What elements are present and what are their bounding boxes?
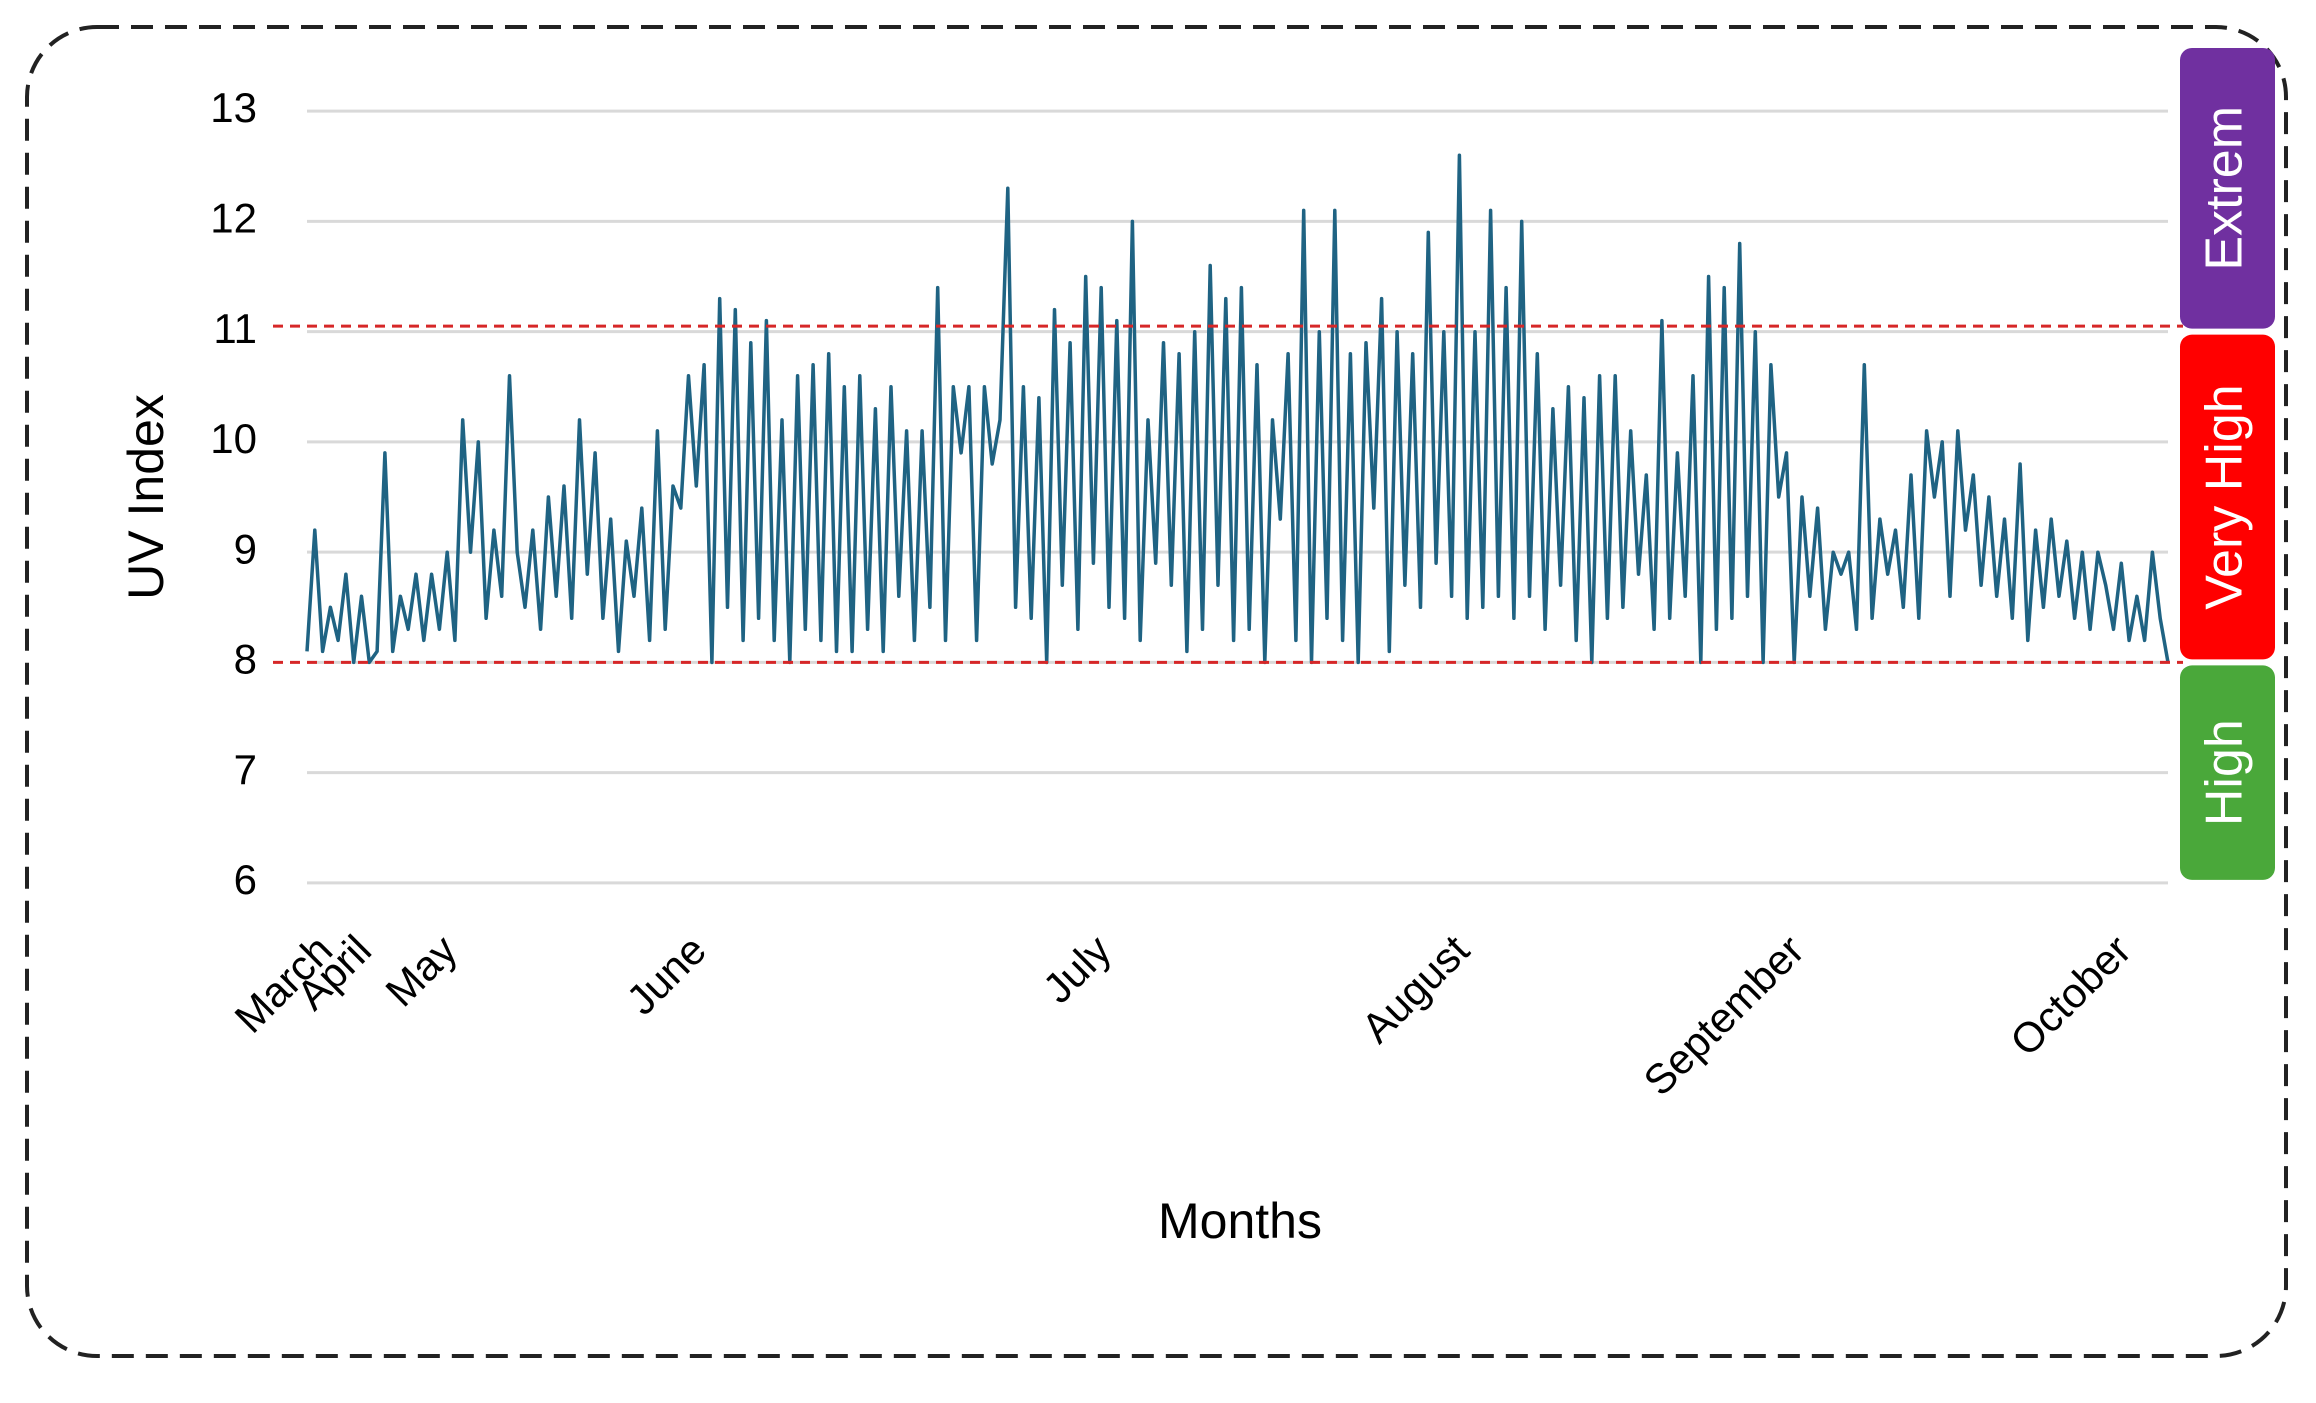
y-tick-label: 6 xyxy=(234,856,257,903)
uv-band xyxy=(2180,334,2275,660)
y-axis-title: UV Index xyxy=(118,394,174,600)
uv-band xyxy=(2180,48,2275,329)
y-tick-label: 10 xyxy=(210,415,257,462)
x-tick-label: October xyxy=(2001,926,2140,1065)
data-line xyxy=(305,153,2170,665)
frame xyxy=(25,25,2288,1358)
x-tick-label: July xyxy=(1034,926,1120,1012)
x-tick-label: September xyxy=(1634,926,1813,1105)
uv-band xyxy=(2180,665,2275,880)
x-tick-label: June xyxy=(617,926,715,1024)
uv-band-label: Very High xyxy=(2196,384,2254,609)
uv-band-label: Extrem xyxy=(2196,106,2254,271)
x-axis-title: Months xyxy=(1158,1193,1322,1249)
x-tick-label: May xyxy=(376,926,465,1015)
y-tick-label: 9 xyxy=(234,525,257,572)
x-tick-label: August xyxy=(1352,926,1478,1052)
y-tick-label: 7 xyxy=(234,746,257,793)
y-tick-label: 13 xyxy=(210,84,257,131)
y-tick-label: 12 xyxy=(210,194,257,241)
uv-band-label: High xyxy=(2196,719,2254,826)
y-tick-label: 8 xyxy=(234,636,257,683)
y-tick-label: 11 xyxy=(213,305,257,352)
